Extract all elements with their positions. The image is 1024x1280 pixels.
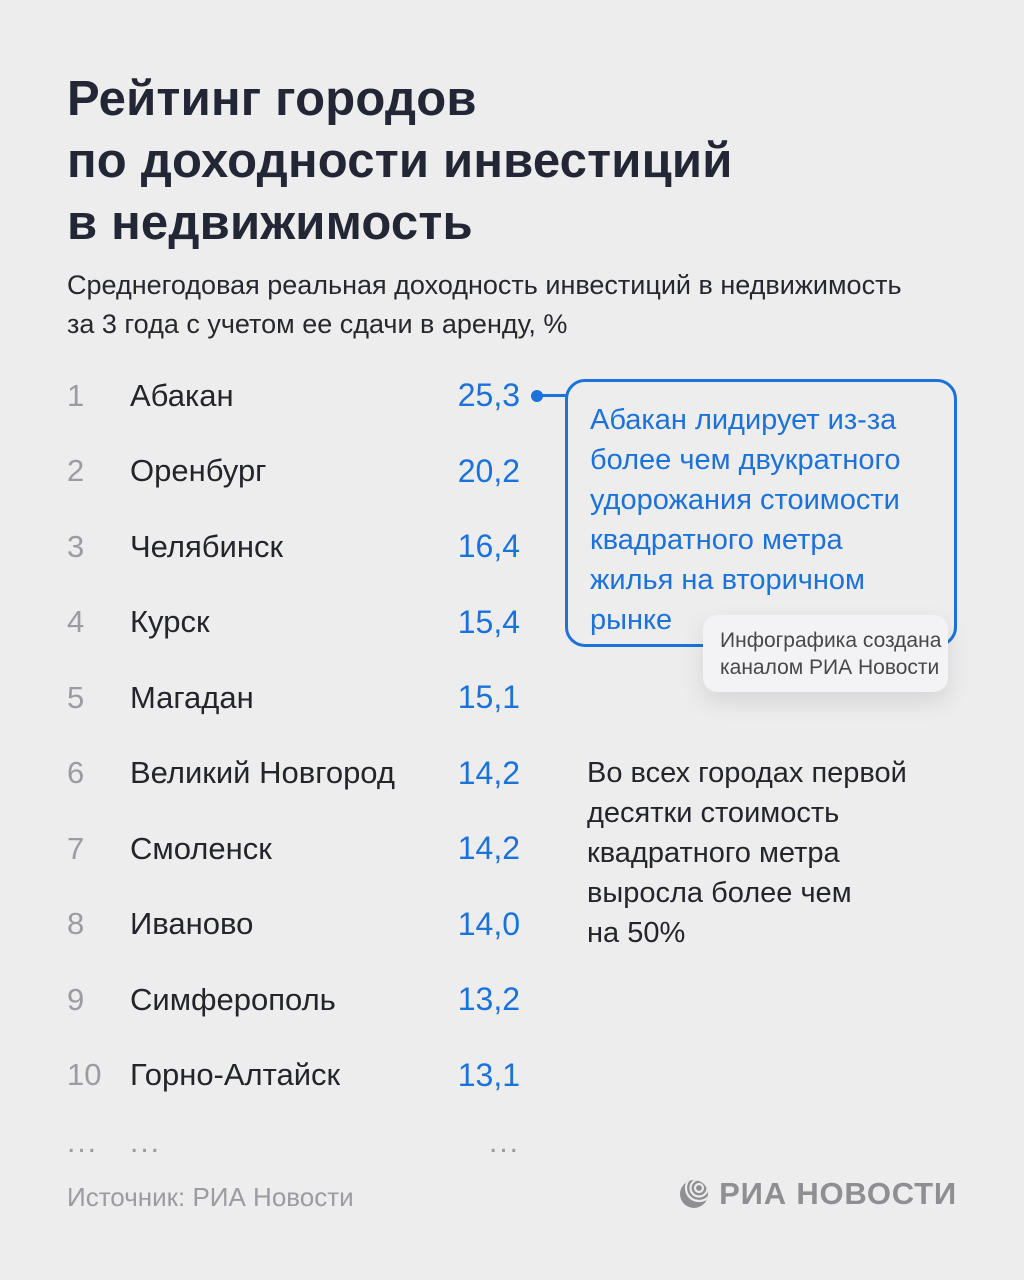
table-row-ellipsis: ... ... ... (67, 1113, 520, 1173)
city-name: Курск (130, 604, 210, 640)
rank-number: 5 (67, 679, 85, 715)
yield-value: 15,1 (457, 679, 520, 716)
page-subtitle: Среднегодовая реальная доходность инвест… (67, 270, 902, 339)
city-ellipsis: ... (130, 1126, 162, 1159)
rank-number: 2 (67, 453, 85, 489)
table-row: 2 Оренбург 20,2 (67, 434, 520, 510)
ria-logo-text: РИА НОВОСТИ (719, 1176, 957, 1211)
rank-ellipsis: ... (67, 1126, 99, 1159)
city-name: Великий Новгород (130, 755, 395, 791)
rank-number: 3 (67, 528, 85, 564)
yield-value: 20,2 (457, 452, 520, 489)
yield-value: 14,2 (457, 830, 520, 867)
table-row: 4 Курск 15,4 (67, 585, 520, 661)
ranking-list: 1 Абакан 25,3 2 Оренбург 20,2 3 Челябинс… (67, 358, 520, 1173)
city-name: Челябинск (130, 528, 284, 564)
yield-value: 14,0 (457, 905, 520, 942)
rank-number: 1 (67, 377, 85, 413)
yield-value: 14,2 (457, 754, 520, 791)
city-name: Абакан (130, 377, 234, 413)
ria-globe-icon (678, 1178, 710, 1210)
table-row: 7 Смоленск 14,2 (67, 811, 520, 887)
value-ellipsis: ... (488, 1126, 520, 1159)
page-title: Рейтинг городов по доходности инвестиций… (67, 72, 733, 250)
callout-connector-line (540, 394, 568, 397)
city-name: Горно-Алтайск (130, 1057, 341, 1093)
rank-number: 4 (67, 604, 85, 640)
table-row: 8 Иваново 14,0 (67, 887, 520, 963)
city-name: Оренбург (130, 453, 267, 489)
note-top10: Во всех городах первой десятки стоимость… (587, 757, 907, 949)
city-name: Смоленск (130, 830, 272, 866)
city-name: Иваново (130, 906, 254, 942)
credit-badge: Инфографика создана каналом РИА Новости (703, 615, 948, 692)
rank-number: 8 (67, 906, 85, 942)
rank-number: 9 (67, 981, 85, 1017)
table-row: 5 Магадан 15,1 (67, 660, 520, 736)
yield-value: 13,1 (457, 1056, 520, 1093)
rank-number: 6 (67, 755, 85, 791)
table-row: 3 Челябинск 16,4 (67, 509, 520, 585)
table-row: 1 Абакан 25,3 (67, 358, 520, 434)
city-name: Симферополь (130, 981, 336, 1017)
table-row: 10 Горно-Алтайск 13,1 (67, 1038, 520, 1114)
ria-novosti-logo: РИА НОВОСТИ (678, 1176, 957, 1212)
city-name: Магадан (130, 679, 254, 715)
callout-connector-dot (531, 390, 543, 402)
table-row: 6 Великий Новгород 14,2 (67, 736, 520, 812)
yield-value: 16,4 (457, 528, 520, 565)
rank-number: 10 (67, 1057, 102, 1093)
yield-value: 15,4 (457, 603, 520, 640)
yield-value: 25,3 (457, 377, 520, 414)
source-label: Источник: РИА Новости (67, 1182, 354, 1212)
rank-number: 7 (67, 830, 85, 866)
yield-value: 13,2 (457, 981, 520, 1018)
callout-abakan: Абакан лидирует из-за более чем двукратн… (565, 379, 957, 647)
table-row: 9 Симферополь 13,2 (67, 962, 520, 1038)
